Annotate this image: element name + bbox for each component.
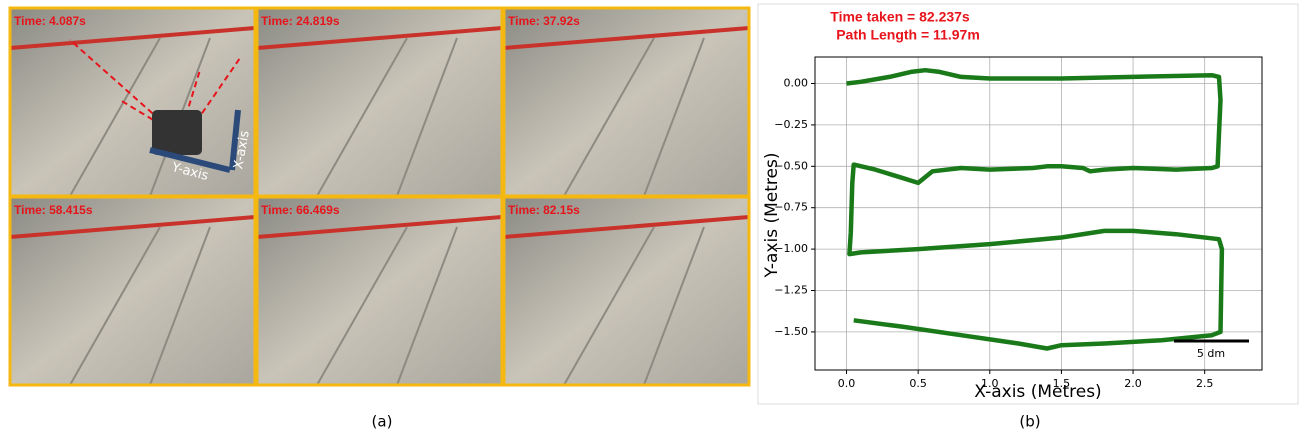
- photo-grid: Time: 4.087s Time: 24.819s Time: 37.92s Tim…: [10, 8, 749, 385]
- timestamp: Time: 37.92s: [508, 14, 580, 28]
- y-tick-label: −0.25: [774, 118, 808, 131]
- annotation: Time taken = 82.237s: [830, 9, 970, 25]
- x-tick-label: 0.0: [838, 377, 856, 390]
- y-tick-label: −1.25: [774, 284, 808, 297]
- y-tick-label: 0.00: [784, 76, 809, 89]
- x-tick-label: 2.5: [1196, 377, 1214, 390]
- x-tick-label: 1.5: [1053, 377, 1071, 390]
- timestamp: Time: 4.087s: [14, 14, 86, 28]
- timestamp: Time: 66.469s: [261, 203, 340, 217]
- timestamp: Time: 82.15s: [508, 203, 580, 217]
- x-tick-label: 2.0: [1124, 377, 1142, 390]
- x-tick-label: 0.5: [909, 377, 927, 390]
- y-tick-label: −1.50: [774, 325, 808, 338]
- y-tick-label: −1.00: [774, 242, 808, 255]
- y-tick-label: −0.75: [774, 201, 808, 214]
- timestamp: Time: 58.415s: [14, 203, 93, 217]
- scale-bar-label: 5 dm: [1197, 347, 1225, 360]
- timestamp: Time: 24.819s: [261, 14, 340, 28]
- trajectory: [847, 70, 1222, 348]
- caption: (a): [372, 413, 393, 431]
- caption: (b): [1019, 413, 1040, 431]
- x-tick-label: 1.0: [981, 377, 999, 390]
- annotation: Path Length = 11.97m: [836, 27, 980, 43]
- figure: Time: 4.087s Time: 24.819s Time: 37.92s Tim…: [0, 0, 1306, 436]
- y-tick-label: −0.50: [774, 159, 808, 172]
- robot: [152, 110, 202, 155]
